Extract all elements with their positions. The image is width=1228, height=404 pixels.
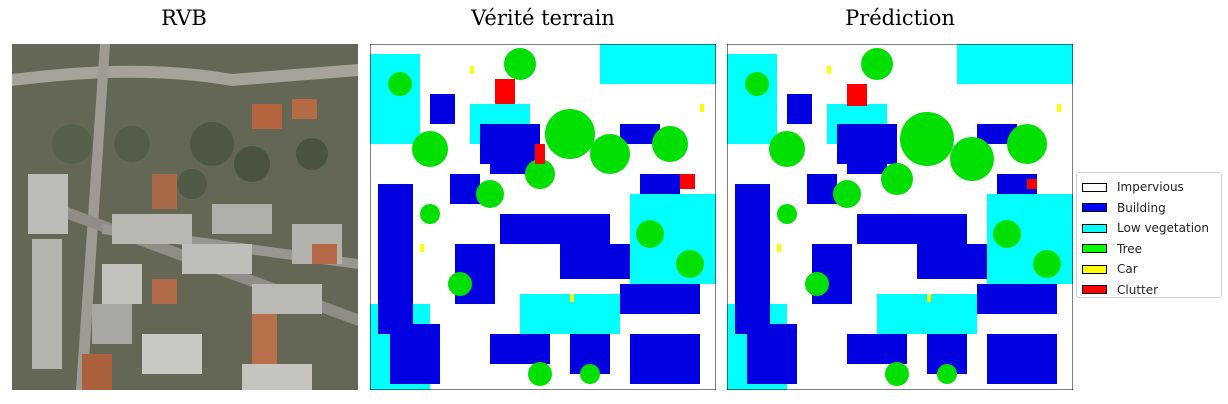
legend-swatch xyxy=(1082,264,1107,274)
legend-item-building: Building xyxy=(1077,198,1221,219)
legend-swatch xyxy=(1082,182,1107,192)
legend-label: Low vegetation xyxy=(1117,221,1209,236)
legend-label: Car xyxy=(1117,262,1138,277)
legend-label: Clutter xyxy=(1117,282,1159,297)
legend-label: Building xyxy=(1117,200,1166,215)
rgb-aerial-image xyxy=(12,44,358,390)
legend-item-clutter: Clutter xyxy=(1077,280,1221,301)
legend-swatch xyxy=(1082,244,1107,254)
legend-item-car: Car xyxy=(1077,259,1221,280)
legend-swatch xyxy=(1082,285,1107,295)
ground-truth-map xyxy=(370,44,716,390)
legend-label: Impervious xyxy=(1117,180,1184,195)
title-rgb: RVB xyxy=(161,6,207,30)
prediction-map xyxy=(727,44,1073,390)
title-ground-truth: Vérité terrain xyxy=(471,6,615,30)
legend-swatch xyxy=(1082,203,1107,213)
legend-label: Tree xyxy=(1117,241,1143,256)
legend: Impervious Building Low vegetation Tree … xyxy=(1076,172,1222,298)
legend-swatch xyxy=(1082,223,1107,233)
legend-item-low-vegetation: Low vegetation xyxy=(1077,218,1221,239)
title-prediction: Prédiction xyxy=(845,6,955,30)
legend-item-tree: Tree xyxy=(1077,239,1221,260)
legend-item-impervious: Impervious xyxy=(1077,177,1221,198)
